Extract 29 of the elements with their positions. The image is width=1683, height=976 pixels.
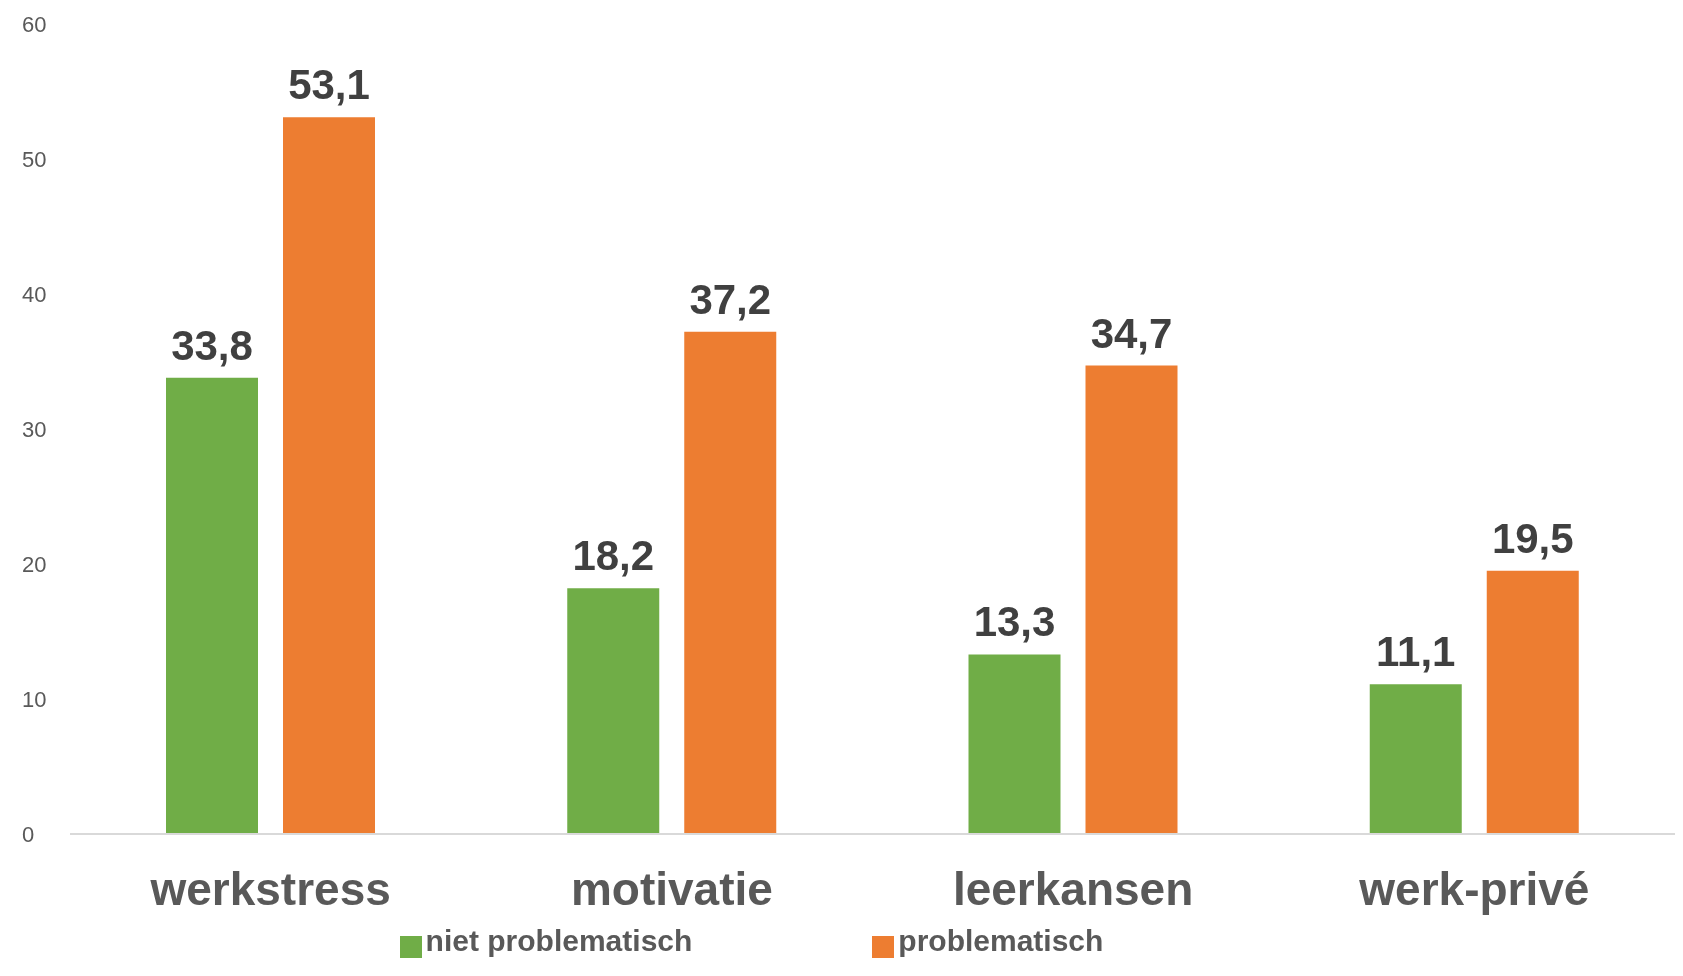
x-tick-label: motivatie — [570, 862, 773, 915]
bar — [283, 117, 375, 834]
y-tick-label: 60 — [22, 11, 47, 37]
x-tick-label: werkstress — [149, 862, 391, 915]
data-label: 18,2 — [572, 532, 655, 580]
data-label: 34,7 — [1090, 309, 1173, 357]
y-tick-label: 10 — [22, 686, 47, 712]
bar — [1369, 684, 1462, 834]
bar — [1085, 365, 1178, 834]
data-label: 53,1 — [288, 61, 370, 109]
data-label: 19,5 — [1491, 514, 1574, 562]
data-label: 13,3 — [973, 598, 1056, 646]
y-tick-label: 0 — [22, 821, 35, 847]
y-tick-label: 40 — [22, 281, 47, 307]
bar — [166, 377, 258, 834]
bar — [1486, 570, 1579, 834]
x-tick-label: werk-privé — [1358, 862, 1590, 915]
data-label: 11,1 — [1376, 628, 1456, 676]
x-tick-label: leerkansen — [952, 862, 1194, 915]
legend-label: niet problematisch — [425, 924, 693, 957]
bar — [684, 331, 777, 834]
bar — [968, 654, 1061, 834]
data-label: 33,8 — [171, 321, 253, 369]
data-label: 37,2 — [689, 275, 772, 323]
legend-label: problematisch — [898, 924, 1104, 957]
bar — [567, 588, 660, 834]
y-tick-label: 50 — [22, 146, 47, 172]
y-tick-label: 20 — [22, 551, 47, 577]
y-tick-label: 30 — [22, 416, 47, 442]
